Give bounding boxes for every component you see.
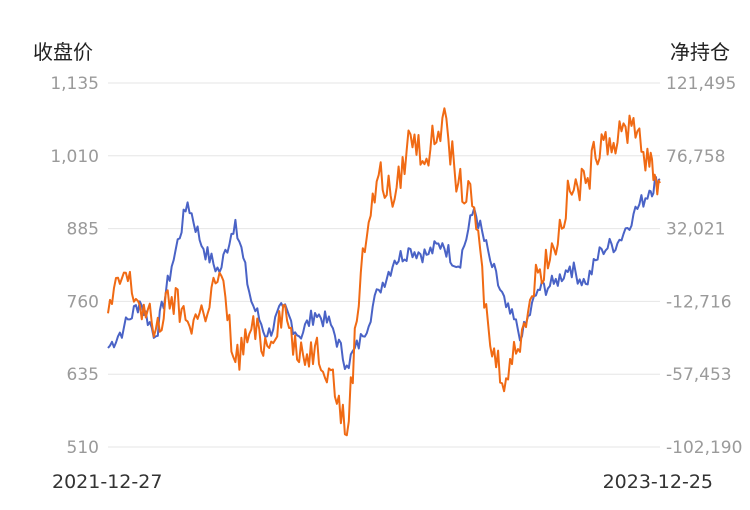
x-start-label: 2021-12-27: [52, 471, 162, 493]
right-tick-label: 76,758: [666, 147, 725, 167]
left-tick-label: 1,010: [50, 147, 99, 167]
left-tick-label: 1,135: [50, 74, 99, 94]
right-axis-title: 净持仓: [670, 40, 730, 64]
x-end-label: 2023-12-25: [603, 471, 713, 493]
right-tick-label: -57,453: [666, 365, 732, 385]
left-tick-label: 885: [67, 220, 99, 240]
right-tick-label: 121,495: [666, 74, 736, 94]
right-tick-label: 32,021: [666, 220, 725, 240]
right-tick-label: -102,190: [666, 438, 742, 458]
left-tick-label: 760: [67, 292, 99, 312]
right-tick-label: -12,716: [666, 292, 732, 312]
left-tick-label: 635: [67, 365, 99, 385]
series-line-right: [107, 107, 661, 437]
series-line-left: [107, 176, 661, 370]
left-axis-title: 收盘价: [33, 40, 93, 64]
left-tick-label: 510: [67, 438, 99, 458]
